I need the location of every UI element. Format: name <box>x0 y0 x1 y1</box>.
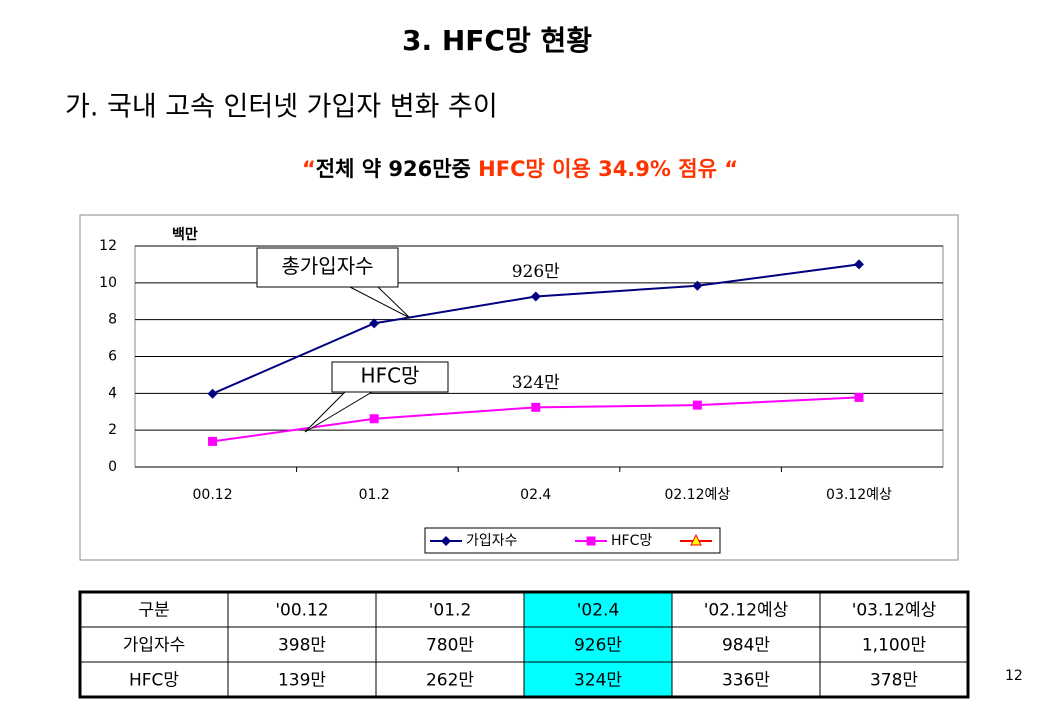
table-cell: 336만 <box>722 671 770 691</box>
data-point <box>369 414 379 424</box>
y-tick-label: 4 <box>108 385 117 401</box>
headline-part: 전체 약 926만중 <box>316 157 478 181</box>
callout-label: 총가입자수 <box>282 254 374 278</box>
table-cell: 1,100만 <box>862 636 927 656</box>
headline-part: “ <box>302 157 316 181</box>
callout-box <box>256 247 399 288</box>
table-cell: '02.4 <box>577 601 620 621</box>
table-cell: 139만 <box>278 671 326 691</box>
x-tick-label: 02.4 <box>520 487 551 503</box>
headline: “전체 약 926만중 HFC망 이용 34.9% 점유 “ <box>302 157 738 181</box>
legend-empty-entry <box>680 533 712 546</box>
y-tick-label: 6 <box>108 349 117 365</box>
table-cell: '01.2 <box>429 601 472 621</box>
callout-box <box>331 361 449 393</box>
legend-marker <box>441 536 451 546</box>
x-tick-label: 01.2 <box>359 487 390 503</box>
y-tick-label: 10 <box>99 275 117 291</box>
table-border <box>78 590 970 699</box>
y-tick-label: 0 <box>108 459 117 475</box>
data-point <box>369 318 380 329</box>
table-cell: 984만 <box>722 636 770 656</box>
legend-label: HFC망 <box>611 533 652 549</box>
table-cell: 262만 <box>426 671 474 691</box>
value-label: 324만 <box>512 373 560 393</box>
callout-label: HFC망 <box>361 364 420 388</box>
data-point <box>692 400 702 410</box>
data-point <box>208 436 218 446</box>
y-tick-label: 8 <box>108 312 117 328</box>
table-cell: 378만 <box>870 671 918 691</box>
table-highlight <box>524 592 672 697</box>
data-point <box>531 402 541 412</box>
table-cell: 398만 <box>278 636 326 656</box>
legend-marker <box>586 536 596 546</box>
x-tick-label: 03.12예상 <box>826 487 892 503</box>
x-tick-label: 02.12예상 <box>664 487 730 503</box>
table-cell: 324만 <box>574 671 622 691</box>
table-cell: 780만 <box>426 636 474 656</box>
table-cell: '02.12예상 <box>704 601 789 621</box>
data-point <box>207 388 218 399</box>
table-cell: 926만 <box>574 636 622 656</box>
legend-box <box>424 527 721 554</box>
data-point <box>530 291 541 302</box>
x-tick-label: 00.12 <box>193 487 233 503</box>
slide-subtitle: 가. 국내 고속 인터넷 가입자 변화 추이 <box>65 92 498 123</box>
page-number: 12 <box>1005 668 1023 684</box>
value-label: 926만 <box>512 262 560 282</box>
table-cell: '03.12예상 <box>852 601 937 621</box>
data-point <box>692 280 703 291</box>
data-point <box>854 392 864 402</box>
slide-title: 3. HFC망 현황 <box>402 24 592 57</box>
table-cell: 가입자수 <box>123 636 186 656</box>
table-cell: '00.12 <box>275 601 328 621</box>
legend-label: 가입자수 <box>466 533 518 549</box>
headline-part: HFC망 이용 34.9% 점유 “ <box>478 157 738 181</box>
y-tick-label: 2 <box>108 422 117 438</box>
data-point <box>853 259 864 270</box>
table-cell: HFC망 <box>129 671 179 691</box>
y-unit: 백만 <box>172 227 198 243</box>
y-tick-label: 12 <box>99 238 117 254</box>
table-cell: 구분 <box>138 601 169 621</box>
